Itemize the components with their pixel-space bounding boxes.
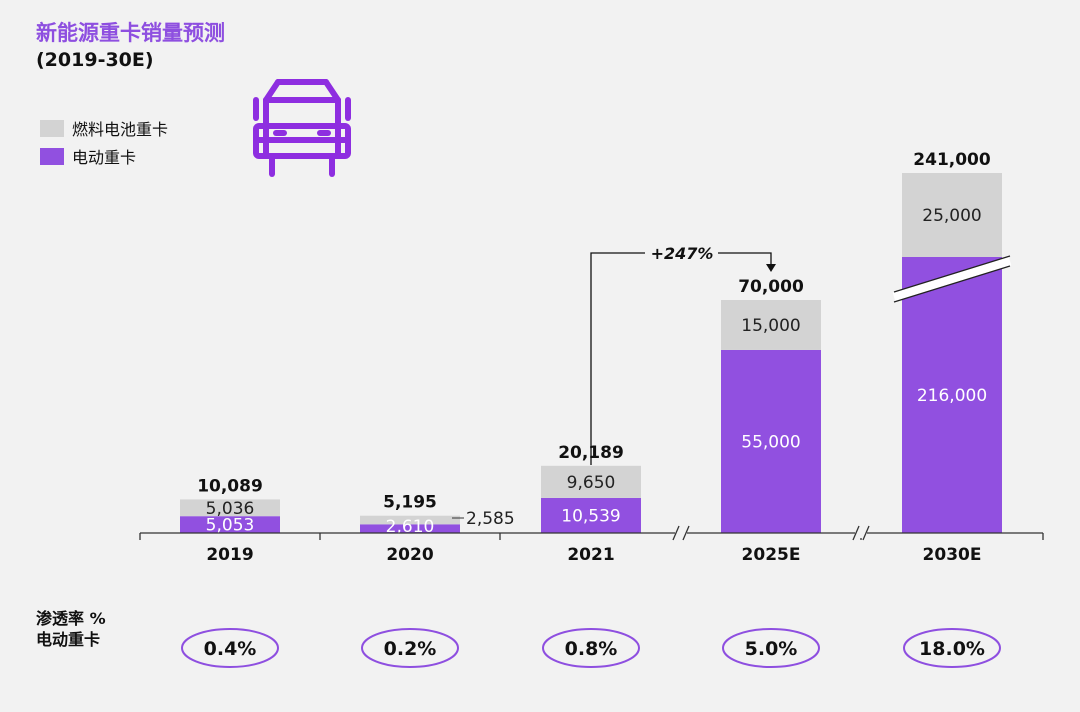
label-fuel-cell-2019: 5,036: [206, 499, 255, 519]
growth-annotation: +247%: [590, 244, 776, 465]
legend-label-fuel-cell: 燃料电池重卡: [72, 120, 168, 139]
penetration-value-2025E: 5.0%: [745, 638, 798, 660]
bar-electric-2020: [360, 524, 460, 533]
label-electric-2030E: 216,000: [917, 386, 987, 406]
penetration-label-line1: 渗透率 %: [36, 609, 106, 628]
bar-break-line-bottom: [893, 265, 1011, 303]
bar-electric-2025E: [721, 349, 821, 533]
growth-arrow-head: [766, 264, 776, 272]
chart-subtitle: (2019-30E): [36, 49, 154, 71]
penetration-ellipse-2019: [181, 628, 279, 668]
tick-label-2019: 2019: [206, 545, 253, 565]
bar-fuel-cell-2020: [360, 515, 460, 525]
penetration-value-2019: 0.4%: [204, 638, 257, 660]
growth-arrow-line: [590, 252, 772, 465]
penetration-ellipse-2021: [542, 628, 640, 668]
bar-fuel-cell-2030E: [902, 173, 1002, 257]
bar-break-line-top: [893, 255, 1011, 293]
penetration-ellipse-2030E: [903, 628, 1001, 668]
label-electric-2025E: 55,000: [741, 432, 800, 452]
truck-icon: [253, 79, 351, 177]
label-electric-2020: 2,610: [386, 517, 435, 537]
tick-label-2021: 2021: [567, 545, 614, 565]
legend: 燃料电池重卡 电动重卡: [40, 120, 168, 167]
axis-break-slash-b-1: [862, 525, 870, 541]
penetration-value-2020: 0.2%: [384, 638, 437, 660]
label-fuel-cell-2030E: 25,000: [922, 206, 981, 226]
penetration-row: 0.4% 0.2% 0.8% 5.0% 18.0%: [181, 628, 1001, 668]
legend-swatch-fuel-cell: [40, 120, 64, 137]
bar-electric-2021: [541, 497, 641, 533]
label-electric-2019: 5,053: [206, 516, 255, 536]
axis-break-slash-b-0: [682, 525, 690, 541]
label-fuel-cell-2020: 2,585: [466, 509, 515, 529]
penetration-label-line2: 电动重卡: [36, 630, 100, 649]
bar-fuel-cell-2019: [180, 499, 280, 517]
label-electric-2021: 10,539: [561, 506, 620, 526]
bar-electric-2019: [180, 516, 280, 533]
tick-label-2020: 2020: [386, 545, 433, 565]
x-axis-ticks: 2019 2020 2021 2025E 2030E: [139, 525, 1044, 565]
label-total-2019: 10,089: [197, 476, 263, 496]
bar-fuel-cell-2025E: [721, 300, 821, 350]
label-total-2020: 5,195: [383, 493, 437, 513]
penetration-value-2021: 0.8%: [565, 638, 618, 660]
penetration-ellipse-2025E: [722, 628, 820, 668]
penetration-ellipse-2020: [361, 628, 459, 668]
chart-title: 新能源重卡销量预测: [36, 21, 225, 45]
legend-label-electric: 电动重卡: [72, 148, 136, 167]
bar-electric-2030E: [902, 257, 1002, 533]
axis-break-slash-a-1: [852, 525, 860, 541]
label-fuel-cell-2025E: 15,000: [741, 316, 800, 336]
growth-label: +247%: [651, 244, 714, 263]
axis-break-gap-1: [855, 528, 867, 538]
axis-break-gap-0: [675, 528, 687, 538]
label-total-2030E: 241,000: [913, 150, 991, 170]
label-total-2025E: 70,000: [738, 277, 804, 297]
axis-break-slash-a-0: [672, 525, 680, 541]
label-fuel-cell-2021: 9,650: [567, 473, 616, 493]
penetration-value-2030E: 18.0%: [919, 638, 985, 660]
tick-label-2025E: 2025E: [742, 545, 801, 565]
bar-fuel-cell-2021: [541, 465, 641, 498]
bar-break-gap: [892, 256, 1012, 302]
legend-swatch-electric: [40, 148, 64, 165]
tick-label-2030E: 2030E: [923, 545, 982, 565]
